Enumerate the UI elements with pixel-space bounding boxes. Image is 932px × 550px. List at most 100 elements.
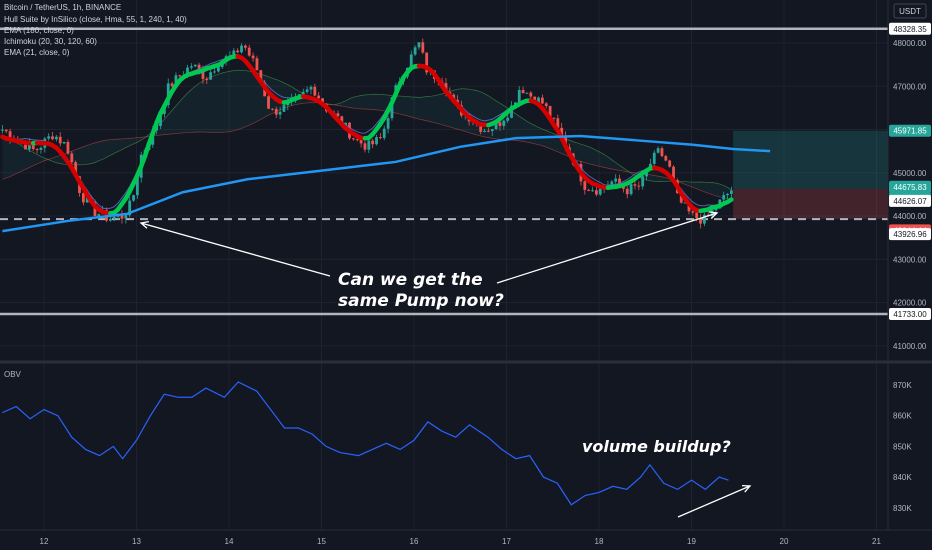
candle-body — [633, 184, 637, 186]
candle-body — [660, 148, 664, 157]
obv-axis[interactable]: 870K 860K 850K 840K 830K — [893, 381, 912, 513]
price-tick: 47000.00 — [893, 82, 927, 91]
candle-body — [259, 70, 263, 83]
candle-body — [236, 50, 240, 53]
target-zone[interactable] — [733, 130, 888, 189]
price-tick: 43000.00 — [893, 255, 927, 264]
indicator-hull-label[interactable]: Hull Suite by InSilico (close, Hma, 55, … — [4, 15, 187, 24]
candle-body — [278, 111, 282, 115]
candle-body — [529, 92, 533, 97]
candle-body — [483, 130, 486, 132]
candle-body — [31, 143, 35, 150]
time-tick: 16 — [410, 537, 419, 546]
grid — [0, 0, 888, 530]
ema21-line — [2, 55, 732, 210]
obv-tick: 850K — [893, 442, 912, 451]
time-tick: 19 — [687, 537, 696, 546]
candle-body — [243, 45, 247, 48]
candle-body — [81, 192, 85, 203]
candle-body — [54, 136, 58, 140]
obv-series — [2, 381, 729, 506]
candle-body — [108, 218, 112, 221]
candle-body — [479, 123, 483, 132]
candle-body — [70, 153, 74, 163]
candle-body — [178, 75, 182, 77]
obv-tick: 860K — [893, 412, 912, 421]
candle-body — [722, 195, 726, 200]
candle-body — [695, 212, 699, 219]
candle-body — [201, 69, 205, 79]
obv-tick: 830K — [893, 504, 912, 513]
arrow-to-prior-low — [140, 222, 331, 277]
candle-body — [282, 105, 286, 112]
candle-body — [521, 89, 525, 94]
price-tag — [889, 22, 931, 35]
candle-body — [58, 136, 62, 144]
candle-body — [525, 92, 529, 94]
indicator-ichimoku-label[interactable]: Ichimoku (20, 30, 120, 60) — [4, 37, 97, 46]
candle-body — [668, 160, 672, 167]
indicator-ema180-label[interactable]: EMA (180, close, 0) — [4, 26, 74, 35]
candle-body — [85, 197, 89, 203]
price-tag — [889, 194, 931, 207]
candle-body — [510, 105, 513, 118]
time-tick: 21 — [872, 537, 881, 546]
symbol-title[interactable]: Bitcoin / TetherUS, 1h, BINANCE — [4, 3, 122, 12]
time-tick: 15 — [317, 537, 326, 546]
indicator-ema21-label[interactable]: EMA (21, close, 0) — [4, 48, 70, 57]
arrow-to-current-low — [496, 212, 718, 284]
candle-body — [309, 86, 313, 90]
candle-body — [305, 89, 309, 92]
candle-body — [386, 118, 390, 129]
candle-body — [486, 130, 490, 132]
candle-body — [0, 129, 4, 131]
candle-body — [197, 64, 201, 70]
price-tag — [889, 180, 931, 193]
stop-zone[interactable] — [733, 188, 888, 220]
candle-body — [193, 64, 197, 67]
candle-body — [209, 72, 213, 80]
candle-body — [506, 117, 510, 121]
candle-body — [594, 190, 598, 195]
candle-body — [598, 188, 602, 195]
candle-body — [556, 118, 560, 128]
obv-line — [2, 381, 729, 506]
candle-body — [664, 156, 668, 161]
candle-body — [691, 211, 695, 213]
candle-body — [656, 148, 660, 153]
hull-segment — [725, 197, 734, 205]
candle-body — [39, 147, 43, 150]
price-tags: 48328.3545971.8544675.8345:5844626.07439… — [889, 22, 931, 321]
candle-body — [240, 45, 243, 53]
candle-body — [537, 97, 540, 104]
candle-body — [4, 129, 8, 132]
candle-body — [313, 86, 317, 96]
arrow-obv-up-head — [741, 485, 752, 493]
candle-body — [382, 128, 386, 138]
candle-body — [267, 96, 270, 109]
candle-body — [135, 177, 139, 196]
time-tick: 12 — [40, 537, 49, 546]
candle-body — [321, 98, 324, 104]
candle-body — [583, 181, 587, 190]
candle-body — [517, 89, 521, 103]
currency-label: USDT — [899, 7, 921, 16]
candle-body — [24, 141, 27, 150]
candle-body — [702, 214, 706, 224]
candle-body — [97, 214, 101, 216]
currency-badge[interactable] — [893, 3, 927, 19]
candle-body — [255, 58, 259, 71]
candle-body — [490, 129, 494, 131]
pump-annotation-line1: Can we get the — [338, 270, 483, 290]
price-tag-label: 44626.07 — [893, 197, 927, 206]
arrow-to-prior-low-head — [139, 220, 149, 229]
time-axis[interactable]: 12 13 14 15 16 17 18 19 20 21 — [40, 537, 882, 546]
price-tag — [889, 228, 931, 241]
candle-body — [502, 120, 506, 126]
candle-body — [351, 138, 355, 140]
candle-body — [683, 202, 687, 204]
candle-body — [359, 139, 363, 144]
price-tick: 44000.00 — [893, 212, 927, 221]
price-tick: 48000.00 — [893, 39, 927, 48]
